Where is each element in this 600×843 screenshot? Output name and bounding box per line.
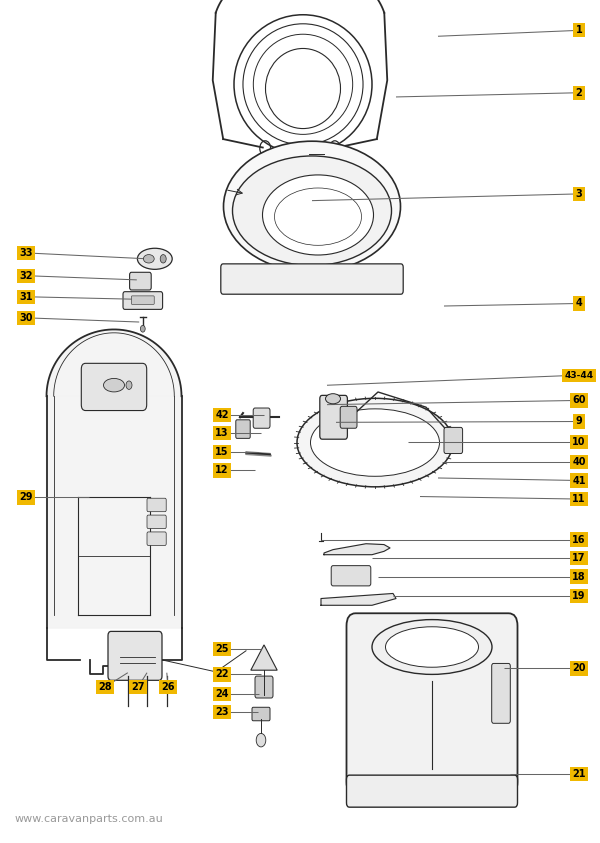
FancyBboxPatch shape [253, 408, 270, 428]
Polygon shape [251, 645, 277, 670]
Text: 17: 17 [572, 553, 586, 563]
Text: 42: 42 [215, 410, 229, 420]
FancyBboxPatch shape [123, 292, 163, 309]
Ellipse shape [104, 379, 125, 392]
Ellipse shape [386, 627, 479, 668]
Text: 18: 18 [572, 572, 586, 582]
Text: 41: 41 [572, 475, 586, 486]
Text: 33: 33 [19, 248, 32, 258]
Text: 32: 32 [19, 271, 32, 281]
Ellipse shape [223, 141, 401, 271]
Ellipse shape [372, 620, 492, 674]
FancyBboxPatch shape [147, 532, 166, 545]
FancyBboxPatch shape [130, 272, 151, 290]
FancyBboxPatch shape [444, 427, 463, 454]
Text: 20: 20 [572, 663, 586, 674]
Polygon shape [47, 330, 182, 628]
Text: 25: 25 [215, 644, 229, 654]
FancyBboxPatch shape [252, 707, 270, 721]
Text: 31: 31 [19, 292, 32, 302]
Text: www.caravanparts.com.au: www.caravanparts.com.au [15, 814, 164, 824]
Text: 3: 3 [575, 189, 583, 199]
Text: 26: 26 [161, 682, 175, 692]
Text: 22: 22 [215, 669, 229, 679]
Text: 4: 4 [575, 298, 583, 309]
FancyBboxPatch shape [255, 676, 273, 698]
Text: 16: 16 [572, 534, 586, 545]
Text: 27: 27 [131, 682, 145, 692]
Text: 30: 30 [19, 313, 32, 323]
Text: 2: 2 [575, 88, 583, 98]
FancyBboxPatch shape [347, 613, 517, 794]
FancyBboxPatch shape [221, 264, 403, 294]
Ellipse shape [143, 255, 154, 263]
Text: 60: 60 [572, 395, 586, 405]
Circle shape [160, 255, 166, 263]
Text: 1: 1 [575, 25, 583, 35]
Circle shape [140, 325, 145, 332]
Text: 24: 24 [215, 689, 229, 699]
Circle shape [126, 381, 132, 389]
Circle shape [256, 733, 266, 747]
Polygon shape [321, 593, 396, 605]
FancyBboxPatch shape [491, 663, 510, 723]
FancyBboxPatch shape [108, 631, 162, 680]
Text: 15: 15 [215, 447, 229, 457]
Text: 29: 29 [19, 492, 32, 502]
FancyBboxPatch shape [340, 406, 357, 428]
FancyBboxPatch shape [236, 420, 250, 438]
Text: 10: 10 [572, 437, 586, 447]
Text: 19: 19 [572, 591, 586, 601]
Polygon shape [246, 452, 271, 456]
FancyBboxPatch shape [331, 566, 371, 586]
Ellipse shape [265, 48, 341, 128]
Text: 21: 21 [572, 769, 586, 779]
Ellipse shape [137, 248, 172, 270]
Text: 11: 11 [572, 494, 586, 504]
FancyBboxPatch shape [131, 296, 154, 304]
Ellipse shape [311, 409, 439, 476]
FancyBboxPatch shape [147, 515, 166, 529]
FancyBboxPatch shape [347, 776, 517, 808]
Ellipse shape [326, 394, 341, 404]
Text: 13: 13 [215, 428, 229, 438]
FancyBboxPatch shape [320, 395, 347, 439]
FancyBboxPatch shape [147, 498, 166, 512]
Text: 43-44: 43-44 [565, 371, 593, 379]
Text: 12: 12 [215, 465, 229, 475]
Text: 23: 23 [215, 707, 229, 717]
Ellipse shape [263, 175, 373, 255]
Polygon shape [324, 544, 390, 555]
FancyBboxPatch shape [82, 363, 146, 411]
Text: 9: 9 [575, 416, 583, 427]
Text: 40: 40 [572, 457, 586, 467]
Text: 28: 28 [98, 682, 112, 692]
Ellipse shape [297, 399, 453, 487]
Ellipse shape [233, 156, 392, 266]
